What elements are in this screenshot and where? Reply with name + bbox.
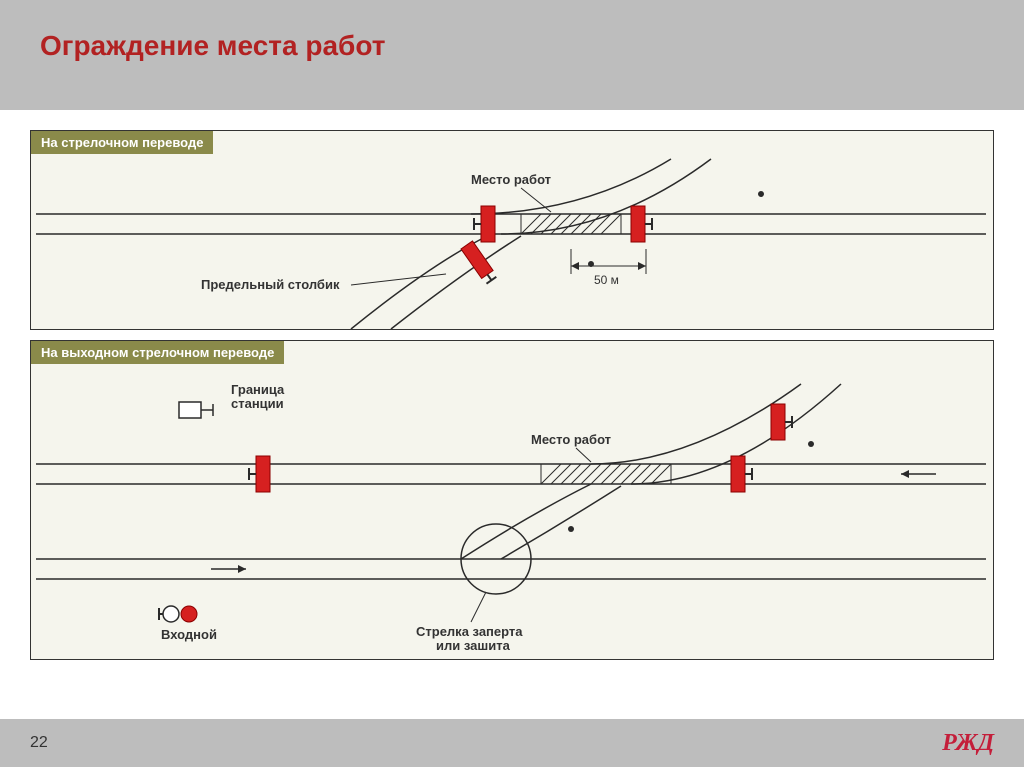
switch-label-1: Стрелка заперта bbox=[416, 624, 523, 639]
reference-dot bbox=[588, 261, 594, 267]
leader-line bbox=[351, 274, 446, 285]
footer-bar: 22 РЖД bbox=[0, 719, 1024, 767]
content-area: На стрелочном переводе bbox=[0, 110, 1024, 660]
reference-dot bbox=[568, 526, 574, 532]
work-label: Место работ bbox=[471, 172, 551, 187]
stop-signal bbox=[771, 404, 785, 440]
post-label: Предельный столбик bbox=[201, 277, 340, 292]
station-label-1: Граница bbox=[231, 382, 285, 397]
dimension-50m: 50 м bbox=[571, 249, 646, 287]
entry-signal-icon bbox=[159, 606, 197, 622]
work-zone bbox=[541, 464, 671, 484]
switch-label-2: или зашита bbox=[436, 638, 511, 653]
header-bar: Ограждение места работ bbox=[0, 0, 1024, 110]
direction-arrow-right bbox=[211, 565, 246, 573]
station-label-2: станции bbox=[231, 396, 284, 411]
diagram1-header: На стрелочном переводе bbox=[31, 131, 213, 154]
branch-rail bbox=[591, 384, 801, 464]
direction-arrow-left bbox=[901, 470, 936, 478]
page-number: 22 bbox=[30, 734, 48, 752]
diagram2-header: На выходном стрелочном переводе bbox=[31, 341, 284, 364]
work-label: Место работ bbox=[531, 432, 611, 447]
stop-signal bbox=[256, 456, 270, 492]
rzd-logo: РЖД bbox=[942, 730, 994, 757]
leader-line bbox=[576, 448, 591, 462]
stop-signal bbox=[481, 206, 495, 242]
work-zone bbox=[521, 214, 621, 234]
page-title: Ограждение места работ bbox=[40, 30, 1024, 62]
reference-dot bbox=[758, 191, 764, 197]
stop-signal-angled bbox=[461, 241, 497, 284]
dim-label: 50 м bbox=[594, 273, 619, 287]
station-boundary-icon bbox=[179, 402, 213, 418]
diagram2-svg: Граница станции Входной Стрелка заперта … bbox=[31, 364, 991, 659]
stop-signal bbox=[731, 456, 745, 492]
branch-rail bbox=[391, 236, 521, 329]
reference-dot bbox=[808, 441, 814, 447]
crossover-rail bbox=[461, 484, 591, 559]
leader-line bbox=[471, 592, 486, 622]
diagram-switch: На стрелочном переводе bbox=[30, 130, 994, 330]
diagram-exit-switch: На выходном стрелочном переводе bbox=[30, 340, 994, 660]
diagram1-svg: 50 м Место работ Предельный столбик bbox=[31, 154, 991, 329]
entry-label: Входной bbox=[161, 627, 217, 642]
stop-signal bbox=[631, 206, 645, 242]
